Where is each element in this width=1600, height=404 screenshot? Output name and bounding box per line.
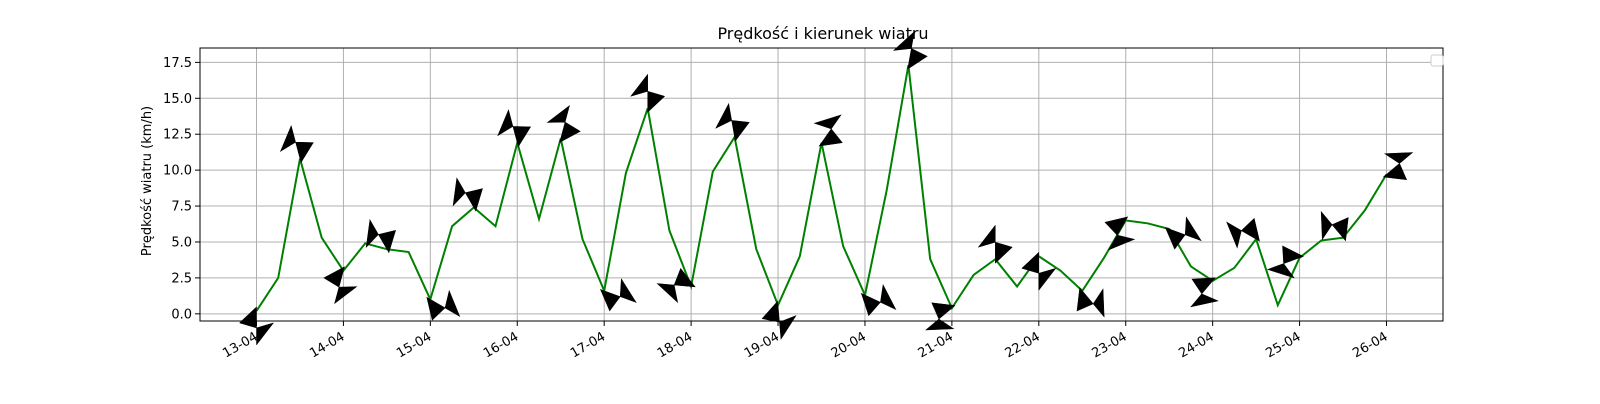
direction-arrow-head <box>365 218 396 254</box>
y-tick-label: 7.5 <box>171 200 192 215</box>
direction-arrow <box>761 300 797 340</box>
y-axis-label: Prędkość wiatru (km/h) <box>140 106 155 256</box>
direction-arrow-head <box>1320 210 1349 242</box>
direction-arrow <box>1021 251 1057 292</box>
direction-arrow <box>426 289 461 321</box>
direction-arrow <box>925 302 956 331</box>
chart-title: Prędkość i kierunek wiatru <box>717 24 928 43</box>
direction-arrow <box>860 283 897 317</box>
direction-arrow <box>893 31 928 70</box>
direction-arrow-head <box>630 73 666 113</box>
direction-arrow <box>1226 217 1260 249</box>
direction-arrow-head <box>715 102 750 142</box>
x-tick-label: 21-04 <box>916 329 956 361</box>
direction-arrow <box>1164 216 1202 250</box>
direction-arrow-head <box>497 109 532 148</box>
x-tick-label: 20-04 <box>829 329 869 361</box>
y-tick-label: 17.5 <box>163 56 192 71</box>
x-tick-label: 17-04 <box>568 329 608 361</box>
direction-arrow <box>452 177 483 212</box>
direction-arrow <box>323 266 358 305</box>
x-tick-label: 18-04 <box>655 329 695 361</box>
y-tick-label: 0.0 <box>171 307 192 322</box>
direction-arrow <box>599 278 637 312</box>
x-tick-label: 14-04 <box>307 329 347 361</box>
direction-arrow-head <box>925 302 956 331</box>
x-tick-label: 26-04 <box>1350 329 1390 361</box>
direction-arrow-head <box>426 289 461 321</box>
direction-arrow-head <box>1076 287 1105 318</box>
x-tick-label: 15-04 <box>394 329 434 361</box>
direction-arrow-head <box>1104 216 1136 251</box>
x-tick-label: 13-04 <box>220 329 260 361</box>
y-tick-label: 12.5 <box>163 128 192 143</box>
direction-arrow-head <box>1190 277 1219 308</box>
direction-arrow <box>656 268 696 304</box>
direction-arrow <box>813 114 843 147</box>
axes <box>199 47 1444 322</box>
direction-arrow-head <box>1164 216 1202 250</box>
y-tick-label: 5.0 <box>171 235 192 250</box>
direction-arrow <box>279 124 314 164</box>
x-tick-label: 22-04 <box>1003 329 1043 361</box>
direction-arrow-head <box>452 177 483 212</box>
plot-frame <box>199 47 1444 322</box>
direction-arrow <box>630 73 666 113</box>
y-tick-label: 15.0 <box>163 92 192 107</box>
x-tick-label: 25-04 <box>1263 329 1303 361</box>
direction-arrow <box>1266 245 1304 279</box>
direction-arrow-head <box>860 283 897 317</box>
direction-arrow <box>497 109 532 148</box>
direction-arrow-head <box>813 114 843 147</box>
direction-arrow <box>1190 277 1219 308</box>
x-tick-label: 23-04 <box>1090 329 1130 361</box>
direction-arrow-head <box>546 105 581 143</box>
direction-arrow <box>546 105 581 143</box>
direction-arrow-head <box>656 268 696 304</box>
direction-arrow <box>365 218 396 254</box>
direction-arrows <box>239 31 1414 346</box>
legend-box <box>1430 54 1444 67</box>
direction-arrow-head <box>893 31 928 70</box>
direction-arrow-head <box>599 278 637 312</box>
grid-lines <box>200 48 1443 321</box>
series-layer <box>255 65 1388 312</box>
direction-arrow-head <box>1382 152 1414 181</box>
x-tick-label: 19-04 <box>742 329 782 361</box>
direction-arrow-head <box>1226 217 1260 249</box>
direction-arrow-head <box>279 124 314 164</box>
direction-arrow <box>1382 152 1414 181</box>
direction-arrow-head <box>1266 245 1304 279</box>
direction-arrow-head <box>1021 251 1057 292</box>
direction-arrow <box>1104 216 1136 251</box>
direction-arrow-head <box>977 224 1013 264</box>
direction-arrow-head <box>761 300 797 340</box>
y-tick-label: 2.5 <box>171 271 192 286</box>
x-tick-label: 16-04 <box>481 329 521 361</box>
direction-arrow <box>977 224 1013 264</box>
direction-arrow <box>715 102 750 142</box>
direction-arrow-head <box>323 266 358 305</box>
y-tick-label: 10.0 <box>163 164 192 179</box>
direction-arrow <box>1076 287 1105 318</box>
direction-arrow <box>1320 210 1349 242</box>
x-tick-label: 24-04 <box>1176 329 1216 361</box>
wind-speed-line <box>255 65 1388 312</box>
